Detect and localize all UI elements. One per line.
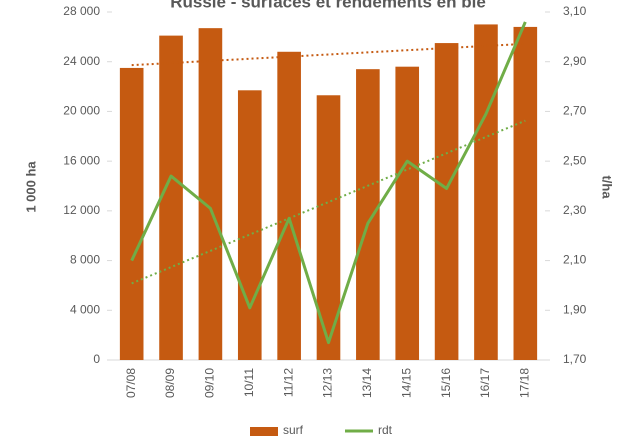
- x-tick-label: 17/18: [517, 368, 531, 398]
- y2-tick-label: 2,90: [563, 54, 587, 68]
- bar: [395, 66, 420, 360]
- bar: [277, 51, 301, 361]
- legend-label: surf: [283, 423, 304, 437]
- y-axis-label: 1 000 ha: [23, 161, 38, 213]
- bar: [474, 24, 498, 361]
- legend-swatch: [250, 427, 278, 436]
- trend-line: [131, 42, 526, 67]
- y2-tick-label: 3,10: [563, 4, 587, 18]
- x-tick-label: 14/15: [399, 368, 413, 398]
- bar: [356, 69, 380, 361]
- y2-axis-label: t/ha: [600, 175, 615, 199]
- x-tick-label: 07/08: [124, 368, 138, 398]
- y2-tick-label: 2,70: [563, 104, 587, 118]
- y-tick-label: 16 000: [63, 153, 100, 167]
- x-tick-label: 12/13: [321, 368, 335, 398]
- legend-label: rdt: [378, 423, 393, 437]
- y-tick-label: 28 000: [63, 4, 100, 18]
- bar: [434, 43, 459, 360]
- bar: [513, 26, 538, 361]
- y-tick-label: 0: [93, 352, 100, 366]
- x-tick-label: 15/16: [439, 368, 453, 398]
- y-tick-label: 4 000: [70, 302, 100, 316]
- y2-tick-label: 1,70: [563, 352, 587, 366]
- bar: [316, 95, 341, 361]
- y-tick-label: 24 000: [63, 54, 100, 68]
- x-tick-label: 13/14: [360, 368, 374, 398]
- y-tick-label: 8 000: [70, 253, 100, 267]
- y2-tick-label: 2,10: [563, 253, 587, 267]
- x-tick-label: 16/17: [478, 368, 492, 398]
- bar: [119, 67, 144, 360]
- y2-tick-label: 2,30: [563, 203, 587, 217]
- x-tick-label: 08/09: [163, 368, 177, 398]
- x-tick-label: 09/10: [203, 368, 217, 398]
- bar: [237, 90, 262, 361]
- bar: [198, 28, 223, 361]
- x-tick-label: 11/12: [281, 368, 295, 397]
- y2-tick-label: 2,50: [563, 153, 587, 167]
- line: [130, 21, 527, 345]
- y-tick-label: 20 000: [63, 104, 100, 118]
- x-tick-label: 10/11: [242, 368, 256, 397]
- y2-tick-label: 1,90: [563, 302, 587, 316]
- bar: [159, 35, 183, 360]
- chart-title: Russie - surfaces et rendements en blé: [170, 0, 486, 11]
- y-tick-label: 12 000: [63, 203, 100, 217]
- trend-line: [131, 119, 526, 285]
